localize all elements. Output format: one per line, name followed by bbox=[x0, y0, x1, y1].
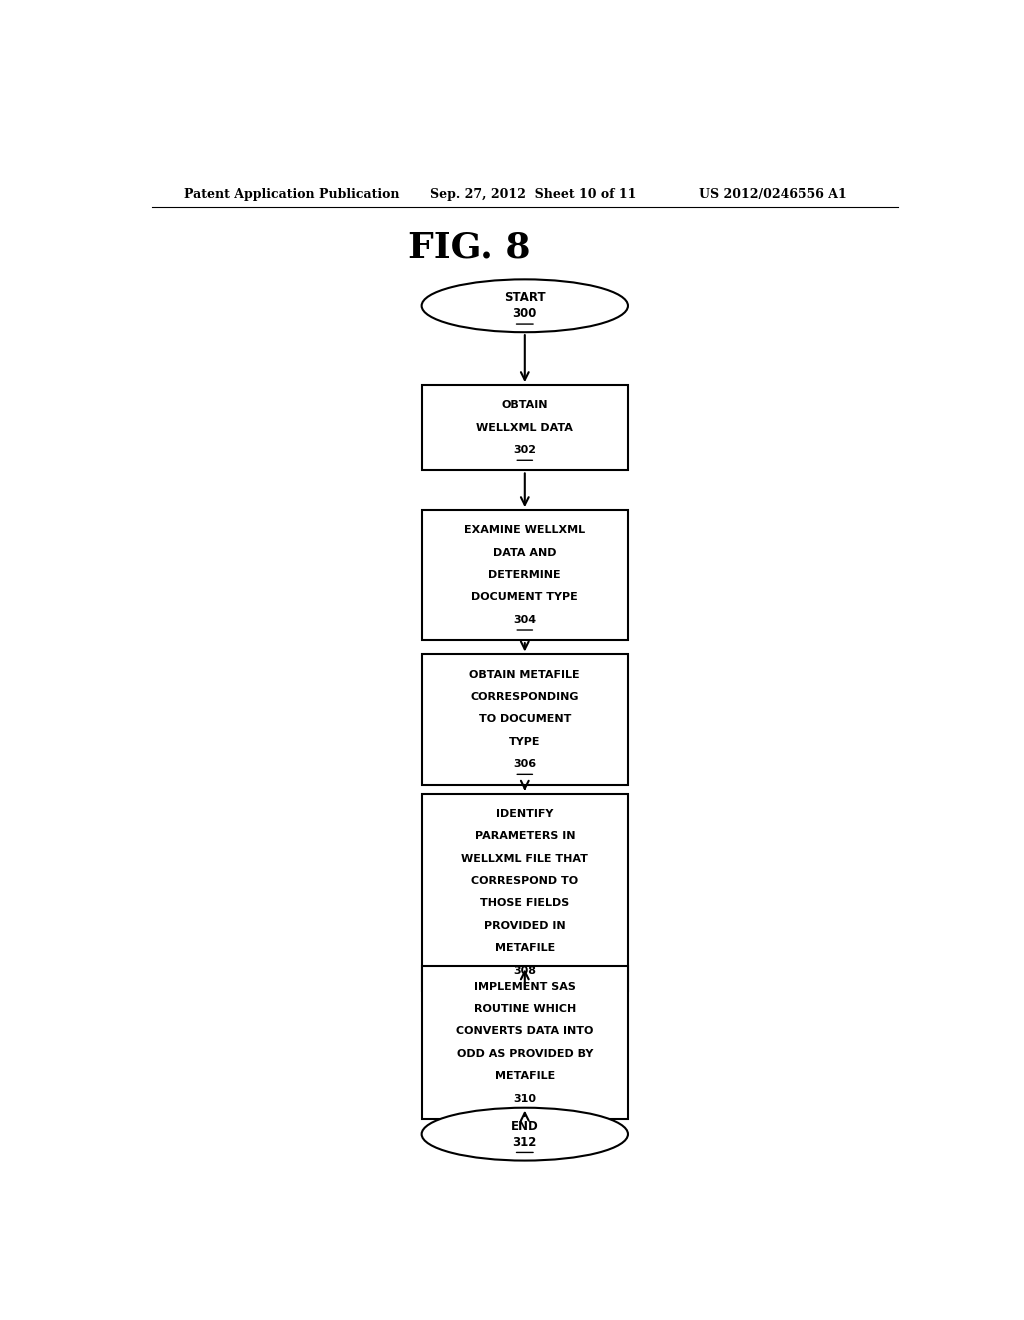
Text: METAFILE: METAFILE bbox=[495, 944, 555, 953]
Text: IDENTIFY: IDENTIFY bbox=[496, 809, 554, 818]
Text: CORRESPOND TO: CORRESPOND TO bbox=[471, 876, 579, 886]
Text: END: END bbox=[511, 1119, 539, 1133]
Text: OBTAIN METAFILE: OBTAIN METAFILE bbox=[469, 669, 581, 680]
Ellipse shape bbox=[422, 280, 628, 333]
Text: TYPE: TYPE bbox=[509, 737, 541, 747]
FancyBboxPatch shape bbox=[422, 510, 628, 640]
Text: ROUTINE WHICH: ROUTINE WHICH bbox=[474, 1005, 575, 1014]
Text: PARAMETERS IN: PARAMETERS IN bbox=[474, 832, 575, 841]
Text: 306: 306 bbox=[513, 759, 537, 770]
Text: US 2012/0246556 A1: US 2012/0246556 A1 bbox=[699, 189, 847, 202]
Text: 312: 312 bbox=[513, 1135, 537, 1148]
Text: Patent Application Publication: Patent Application Publication bbox=[183, 189, 399, 202]
FancyBboxPatch shape bbox=[422, 655, 628, 784]
Text: METAFILE: METAFILE bbox=[495, 1072, 555, 1081]
Text: 308: 308 bbox=[513, 965, 537, 975]
FancyBboxPatch shape bbox=[422, 793, 628, 991]
Text: CORRESPONDING: CORRESPONDING bbox=[471, 692, 579, 702]
Text: PROVIDED IN: PROVIDED IN bbox=[484, 921, 565, 931]
Text: WELLXML DATA: WELLXML DATA bbox=[476, 422, 573, 433]
Text: CONVERTS DATA INTO: CONVERTS DATA INTO bbox=[456, 1027, 594, 1036]
Text: Sep. 27, 2012  Sheet 10 of 11: Sep. 27, 2012 Sheet 10 of 11 bbox=[430, 189, 636, 202]
FancyBboxPatch shape bbox=[422, 966, 628, 1119]
Text: WELLXML FILE THAT: WELLXML FILE THAT bbox=[462, 854, 588, 863]
Text: 304: 304 bbox=[513, 615, 537, 624]
FancyBboxPatch shape bbox=[422, 385, 628, 470]
Text: DETERMINE: DETERMINE bbox=[488, 570, 561, 579]
Text: 302: 302 bbox=[513, 445, 537, 455]
Text: DOCUMENT TYPE: DOCUMENT TYPE bbox=[471, 593, 579, 602]
Text: FIG. 8: FIG. 8 bbox=[408, 231, 530, 265]
Text: 310: 310 bbox=[513, 1093, 537, 1104]
Text: IMPLEMENT SAS: IMPLEMENT SAS bbox=[474, 982, 575, 991]
Text: THOSE FIELDS: THOSE FIELDS bbox=[480, 899, 569, 908]
Text: DATA AND: DATA AND bbox=[493, 548, 557, 558]
Text: 300: 300 bbox=[513, 308, 537, 321]
Text: START: START bbox=[504, 292, 546, 304]
Text: ODD AS PROVIDED BY: ODD AS PROVIDED BY bbox=[457, 1049, 593, 1059]
Text: TO DOCUMENT: TO DOCUMENT bbox=[478, 714, 571, 725]
Text: EXAMINE WELLXML: EXAMINE WELLXML bbox=[464, 525, 586, 536]
Text: OBTAIN: OBTAIN bbox=[502, 400, 548, 411]
Ellipse shape bbox=[422, 1107, 628, 1160]
